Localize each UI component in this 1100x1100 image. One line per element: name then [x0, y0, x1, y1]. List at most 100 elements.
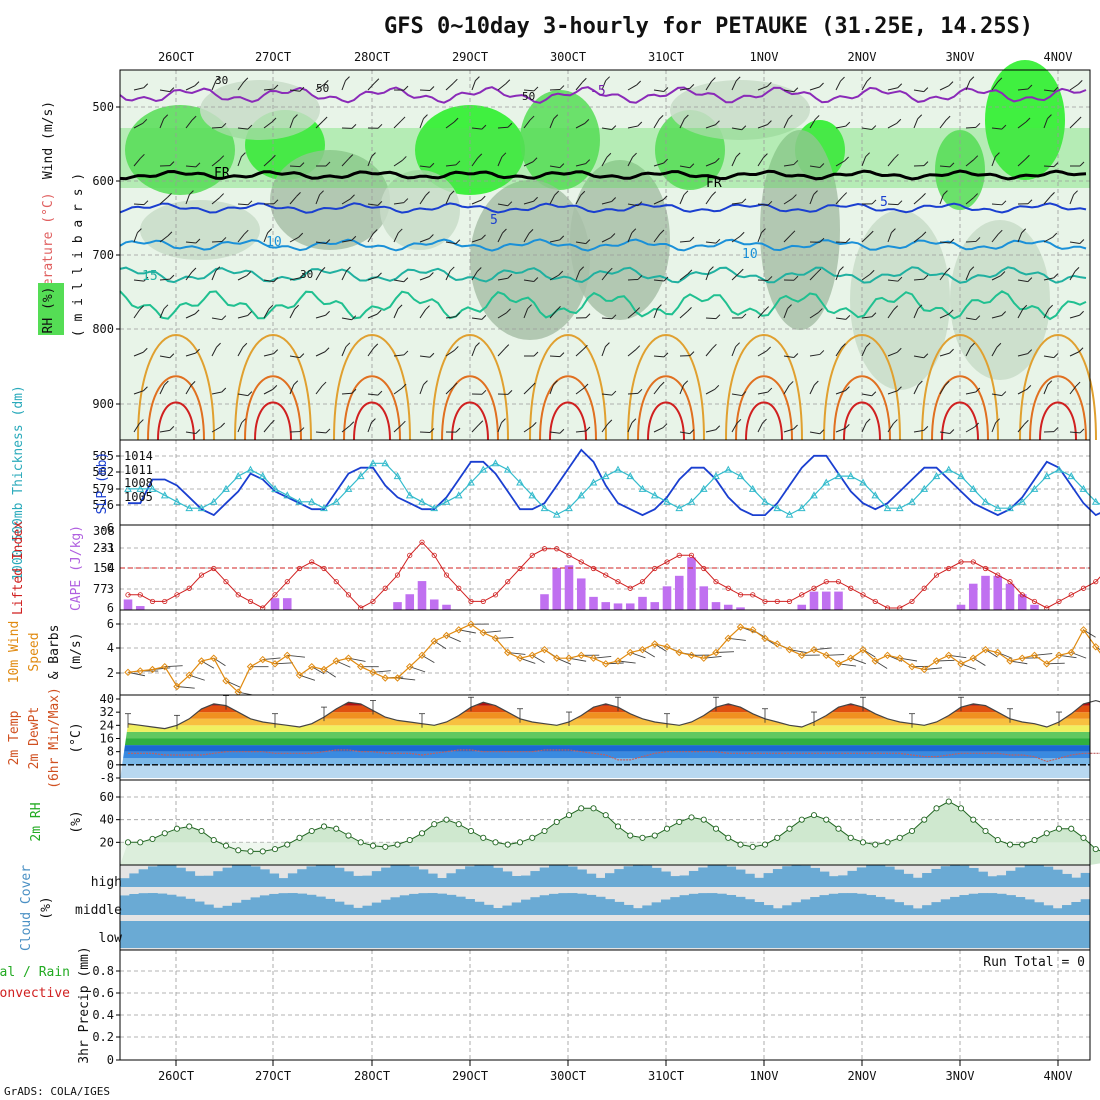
wind-barb	[1017, 88, 1028, 91]
wind-barb-flag	[481, 234, 486, 240]
wind-barb-flag	[480, 195, 486, 201]
wind-barb	[315, 83, 325, 91]
thickness-marker	[687, 497, 696, 505]
wind-barb-flag	[429, 352, 435, 358]
wind10-marker	[308, 662, 316, 671]
cloud-high-bar	[231, 865, 242, 887]
wind-barb	[341, 270, 347, 281]
wind-barb-flag	[1053, 427, 1059, 432]
wind-barb-flag	[455, 160, 461, 166]
cloud-mid-bar	[987, 893, 998, 915]
lifted-index-marker	[223, 579, 229, 585]
wind-barb-flag	[711, 77, 716, 82]
lifted-index-marker	[566, 552, 572, 558]
rh2m-marker	[284, 841, 291, 848]
contour-label-10b: 10	[742, 247, 758, 262]
cloud-high-bar	[390, 865, 401, 887]
wind-barb-flag	[816, 268, 822, 274]
thickness-marker	[283, 491, 292, 499]
rh2m-marker	[455, 821, 462, 828]
wind-barb-flag	[658, 115, 664, 120]
rh2m-marker	[418, 830, 426, 837]
cloud-low-bar	[884, 921, 895, 948]
wind-barb	[601, 423, 609, 433]
lifted-index-marker	[603, 572, 609, 578]
wind-barb	[159, 308, 165, 319]
rh-shading	[570, 160, 670, 320]
wind-barb	[419, 165, 430, 168]
lifted-index-marker	[247, 598, 254, 605]
li-tick-label: 3	[107, 582, 114, 596]
cloud-low-bar	[399, 921, 410, 948]
wind-barb-flag	[689, 163, 695, 169]
wind-barb-flag	[918, 380, 923, 386]
wind-barb	[653, 119, 660, 129]
wind-barb	[861, 234, 870, 243]
wind-barb	[341, 317, 352, 321]
wind-barb	[185, 431, 196, 434]
cloud-low-bar	[343, 921, 354, 948]
wind-barb	[185, 241, 196, 244]
thickness-marker	[675, 504, 684, 512]
wind-barb-flag	[611, 197, 617, 202]
wind-barb	[1043, 118, 1048, 129]
cape-bar	[993, 575, 1003, 610]
wind-barb-flag	[506, 308, 511, 314]
lifted-index-marker	[1019, 592, 1025, 598]
wind-barb-flag	[896, 118, 902, 124]
wind-barb-flag	[839, 266, 844, 271]
wind-barb	[263, 121, 273, 129]
wind-barb	[1017, 353, 1028, 357]
lifted-index-marker	[1080, 585, 1087, 591]
contour-label-freezing-2: FR	[706, 176, 722, 191]
ylabel-2m-temp: 2m Temp	[7, 710, 22, 765]
cloud-low-bar	[978, 921, 988, 948]
wind-barb-flag	[246, 271, 252, 276]
cloud-mid-bar	[511, 902, 522, 915]
wind10-marker	[577, 651, 585, 660]
cloud-mid-bar	[315, 896, 326, 915]
wind10-marker	[736, 623, 745, 631]
wind10-marker	[222, 677, 230, 685]
rh2m-marker	[394, 841, 401, 848]
thickness-marker	[1067, 472, 1076, 480]
thickness-marker	[638, 484, 647, 492]
cloud-mid-bar	[185, 898, 196, 915]
thickness-marker	[381, 459, 390, 467]
cloud-mid-bar	[446, 894, 457, 915]
wind-barb-flag	[974, 422, 980, 428]
cloud-mid-bar	[231, 902, 242, 915]
cape-bar	[834, 591, 843, 610]
thickness-marker	[332, 497, 341, 505]
cloud-mid-bar	[269, 893, 280, 915]
cloud-high-bar	[287, 873, 298, 887]
boundary-layer-isotherm	[549, 401, 587, 441]
wind-barb	[263, 388, 274, 395]
cloud-cover-bars	[120, 865, 1091, 948]
rh2m-marker	[504, 841, 511, 848]
cloud-low-bar	[465, 921, 475, 948]
wind-barb-flag	[372, 229, 378, 234]
lifted-index-marker	[137, 592, 143, 598]
cloud-high-bar	[418, 869, 429, 887]
cloud-low-bar	[894, 921, 904, 948]
lifted-index-marker	[407, 552, 413, 558]
cloud-mid-bar	[577, 893, 587, 915]
wind-barb	[419, 384, 424, 395]
wind-barb	[939, 385, 946, 395]
wind-barb-flag	[767, 387, 773, 393]
wind10-marker	[320, 665, 328, 674]
cloud-mid-bar	[334, 901, 345, 915]
wind-barb-flag	[871, 391, 877, 397]
cloud-mid-bar	[950, 896, 960, 915]
cloud-mid-bar	[427, 893, 438, 915]
wind-barb	[445, 386, 454, 395]
rh2m-marker	[810, 812, 818, 819]
wind10-marker	[504, 648, 512, 657]
lifted-index-marker	[125, 592, 131, 598]
thickness-marker	[981, 497, 990, 505]
lifted-index-marker	[823, 579, 829, 585]
wind-barb	[523, 89, 535, 92]
wind10-marker	[626, 648, 634, 657]
